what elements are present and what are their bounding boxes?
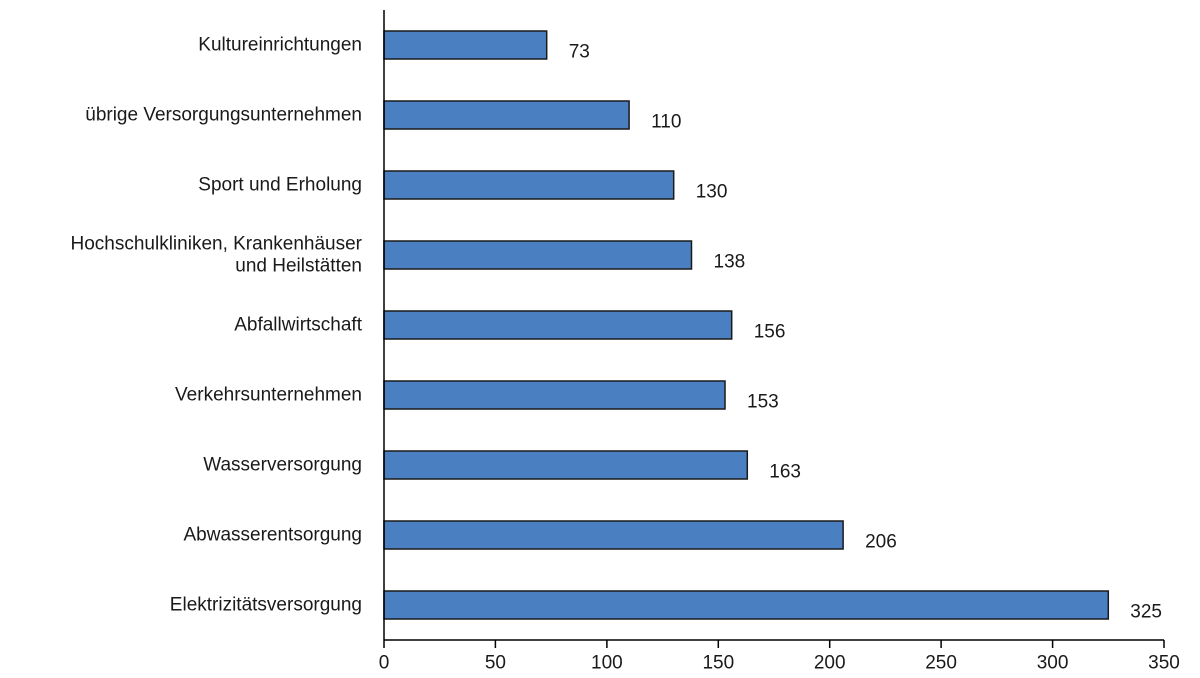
bar <box>383 30 548 60</box>
x-tick-label: 250 <box>925 653 957 674</box>
value-label: 325 <box>1130 602 1162 623</box>
bar <box>383 240 693 270</box>
bar <box>383 520 844 550</box>
x-tick-label: 50 <box>485 653 506 674</box>
value-label: 163 <box>769 462 801 483</box>
x-tick-label: 0 <box>379 653 390 674</box>
category-label: übrige Versorgungsunternehmen <box>85 105 362 126</box>
x-tick-label: 350 <box>1148 653 1180 674</box>
category-label: Verkehrsunternehmen <box>175 385 362 406</box>
value-label: 153 <box>747 392 779 413</box>
x-tick-label: 200 <box>814 653 846 674</box>
x-axis-ticks: 0 50 100 150 200 250 300 350 <box>379 640 1180 674</box>
category-label: Wasserversorgung <box>203 455 362 476</box>
bar <box>383 450 749 480</box>
value-label: 73 <box>569 42 590 63</box>
x-tick-label: 100 <box>591 653 623 674</box>
category-label: Kultureinrichtungen <box>198 35 362 56</box>
value-label: 110 <box>651 112 681 133</box>
bar <box>383 380 726 410</box>
value-label: 130 <box>696 182 728 203</box>
value-labels: 73 110 130 138 156 153 163 206 325 <box>569 42 1162 623</box>
category-labels: Kultureinrichtungen übrige Versorgungsunt… <box>71 35 363 616</box>
bar <box>383 100 630 130</box>
bar <box>383 590 1110 620</box>
x-tick-label: 150 <box>702 653 734 674</box>
category-label: Sport und Erholung <box>198 175 362 196</box>
category-label: Abwasserentsorgung <box>184 525 363 546</box>
value-label: 138 <box>714 252 746 273</box>
category-label: Elektrizitätsversorgung <box>170 595 362 616</box>
value-label: 206 <box>865 532 897 553</box>
bars-group <box>383 30 1110 620</box>
bar <box>383 310 733 340</box>
category-label: Hochschulkliniken, Krankenhäuser <box>71 234 363 255</box>
x-tick-label: 300 <box>1037 653 1069 674</box>
value-label: 156 <box>754 322 786 343</box>
category-label: und Heilstätten <box>235 256 362 277</box>
category-label: Abfallwirtschaft <box>234 315 362 336</box>
bar <box>383 170 675 200</box>
